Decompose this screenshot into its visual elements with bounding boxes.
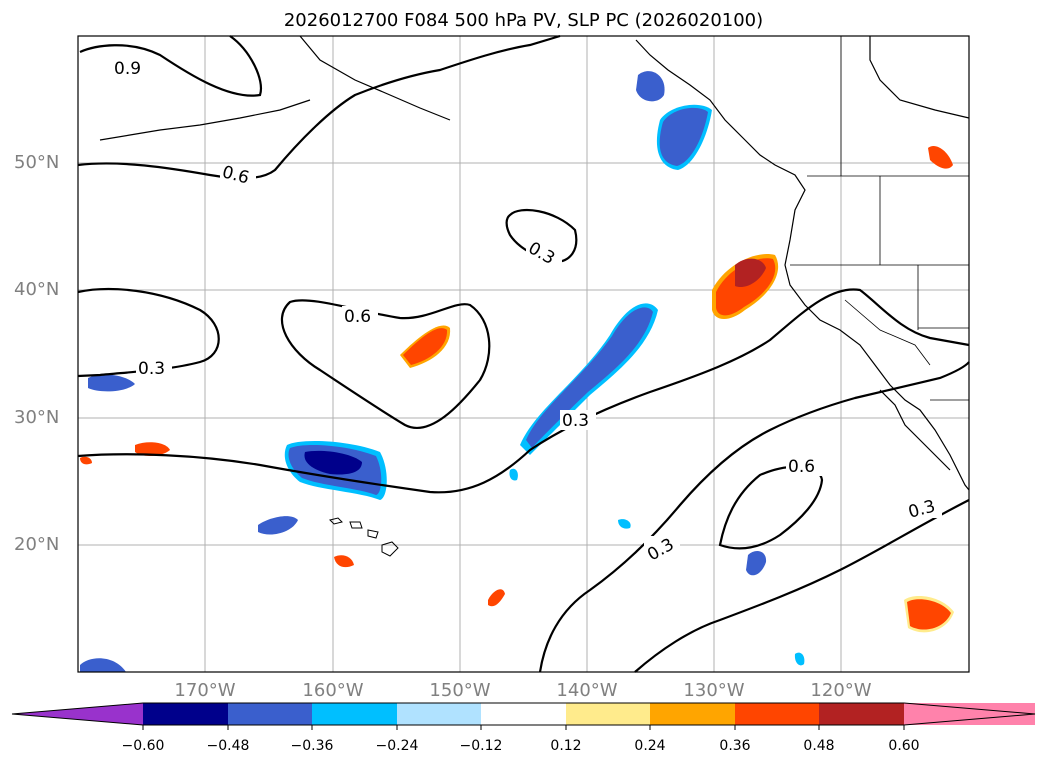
pv-negative-area <box>80 658 126 672</box>
coastlines <box>99 35 970 491</box>
pv-positive-area <box>403 328 448 365</box>
pv-negative-area <box>509 468 518 481</box>
contour-label: 0.3 <box>138 359 165 379</box>
colorbar-tick: 0.48 <box>803 738 835 754</box>
lon-label-170w: 170°W <box>174 680 236 701</box>
pv-positive-area <box>488 589 505 607</box>
colorbar-extend-high <box>904 703 1035 725</box>
colorbar-segment <box>481 703 566 725</box>
pv-negative-band <box>526 307 653 448</box>
lon-label-140w: 140°W <box>556 680 618 701</box>
colorbar-segment <box>397 703 481 725</box>
lon-label-150w: 150°W <box>429 680 491 701</box>
pv-negative-area <box>794 652 805 666</box>
colorbar-tick: −0.60 <box>121 738 165 754</box>
colorbar-tick: −0.36 <box>290 738 334 754</box>
hawaii-islands <box>329 517 399 557</box>
contour-label: 0.3 <box>562 411 589 431</box>
lat-label-40n: 40°N <box>14 279 60 300</box>
borders <box>790 36 969 401</box>
lon-label-120w: 120°W <box>810 680 872 701</box>
gridlines <box>78 36 969 672</box>
contour-label: 0.6 <box>344 307 371 327</box>
colorbar <box>11 702 1036 730</box>
lat-label-20n: 20°N <box>14 534 60 555</box>
pv-negative-area <box>618 519 631 529</box>
pv-positive-area <box>334 555 354 568</box>
colorbar-tick: 0.24 <box>634 738 666 754</box>
lat-label-50n: 50°N <box>14 152 60 173</box>
colorbar-extend-low <box>12 703 143 725</box>
colorbar-tick: −0.24 <box>375 738 419 754</box>
pv-strong-positive-area <box>735 258 766 288</box>
pv-positive-area <box>907 599 951 630</box>
colorbar-segment <box>650 703 735 725</box>
map-title: 2026012700 F084 500 hPa PV, SLP PC (2026… <box>283 10 764 31</box>
pv-positive-area <box>135 442 170 456</box>
pv-positive-area <box>80 456 92 465</box>
colorbar-segment <box>228 703 312 725</box>
colorbar-tick: 0.36 <box>719 738 751 754</box>
colorbar-tick: 0.12 <box>550 738 582 754</box>
pv-negative-area <box>258 516 298 535</box>
pv-strong-negative-area <box>304 450 362 475</box>
colorbar-segment <box>735 703 819 725</box>
contour-label: 0.9 <box>114 59 141 79</box>
lat-label-30n: 30°N <box>14 407 60 428</box>
colorbar-tick: −0.48 <box>206 738 250 754</box>
slp-contours <box>77 34 970 673</box>
pv-negative-area <box>88 374 135 392</box>
contour-label: 0.6 <box>788 457 815 477</box>
colorbar-tick: 0.60 <box>888 738 920 754</box>
contour-labels: 0.9 0.6 0.3 0.6 0.3 0.3 0.6 0.3 0.3 <box>110 58 942 565</box>
colorbar-segment <box>312 703 397 725</box>
colorbar-segment <box>566 703 650 725</box>
colorbar-tick: −0.12 <box>459 738 503 754</box>
pv-negative-area <box>746 550 767 576</box>
lon-label-160w: 160°W <box>302 680 364 701</box>
pv-negative-area <box>659 107 708 166</box>
colorbar-segment <box>143 703 228 725</box>
pv-positive-area <box>928 145 953 169</box>
colorbar-segment <box>819 703 904 725</box>
map-frame <box>77 35 970 673</box>
pv-negative-area <box>636 71 665 102</box>
lon-label-130w: 130°W <box>683 680 745 701</box>
map-background <box>78 36 969 672</box>
pv-shading <box>80 71 954 672</box>
